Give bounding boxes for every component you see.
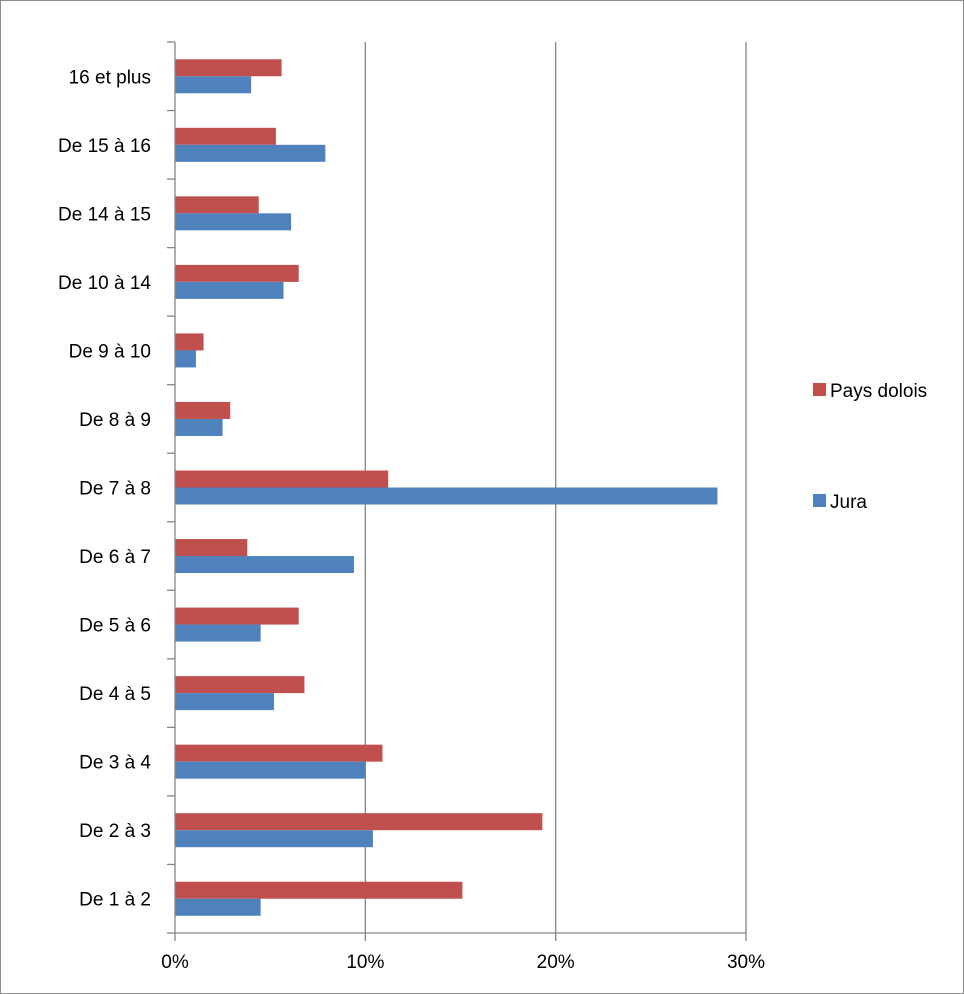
axes (167, 41, 747, 941)
category-label: De 10 à 14 (58, 273, 151, 294)
legend-swatch (813, 494, 826, 507)
bar-jura (175, 281, 284, 299)
category-label: De 1 à 2 (79, 890, 151, 911)
category-label: De 4 à 5 (79, 684, 151, 705)
legend-item-jura: Jura (813, 492, 867, 513)
bar-jura (175, 624, 261, 642)
legend-swatch (813, 383, 826, 396)
category-label: De 2 à 3 (79, 821, 151, 842)
category-label: 16 et plus (69, 67, 151, 88)
category-label: De 5 à 6 (79, 616, 151, 637)
bar-pays-dolois (175, 401, 231, 419)
bar-jura (175, 350, 196, 368)
bar-jura (175, 693, 274, 711)
bar-jura (175, 898, 261, 916)
category-label: De 15 à 16 (58, 136, 151, 157)
legend-label: Pays dolois (830, 381, 927, 402)
bar-jura (175, 76, 252, 94)
category-label: De 3 à 4 (79, 753, 151, 774)
bar-pays-dolois (175, 196, 259, 214)
bar-pays-dolois (175, 59, 282, 77)
category-label: De 8 à 9 (79, 410, 151, 431)
bar-pays-dolois (175, 539, 248, 557)
bar-pays-dolois (175, 127, 276, 145)
category-label: De 14 à 15 (58, 204, 151, 225)
bar-jura (175, 213, 292, 231)
bar-pays-dolois (175, 881, 463, 899)
value-label: 30% (727, 952, 765, 973)
bar-pays-dolois (175, 744, 383, 762)
bar-pays-dolois (175, 607, 299, 625)
category-label: De 9 à 10 (69, 341, 151, 362)
legend-label: Jura (830, 492, 867, 513)
bar-jura (175, 487, 718, 505)
legend: Pays dolois Jura (813, 381, 927, 513)
value-label: 20% (537, 952, 575, 973)
bar-pays-dolois (175, 470, 389, 488)
value-label: 0% (161, 952, 189, 973)
category-label: De 7 à 8 (79, 479, 151, 500)
bar-pays-dolois (175, 264, 299, 282)
bars (175, 59, 718, 916)
legend-item-pays-dolois: Pays dolois (813, 381, 927, 402)
bar-pays-dolois (175, 333, 204, 351)
bar-jura (175, 761, 366, 779)
bar-pays-dolois (175, 676, 305, 694)
bar-jura (175, 556, 354, 574)
category-label: De 6 à 7 (79, 547, 151, 568)
bar-jura (175, 830, 373, 848)
bar-jura (175, 418, 223, 436)
bar-jura (175, 144, 326, 162)
value-label: 10% (346, 952, 384, 973)
bar-pays-dolois (175, 813, 543, 831)
tick-labels: De 1 à 2 De 2 à 3 De 3 à 4 De 4 à 5 De 5 à 6… (58, 67, 765, 973)
